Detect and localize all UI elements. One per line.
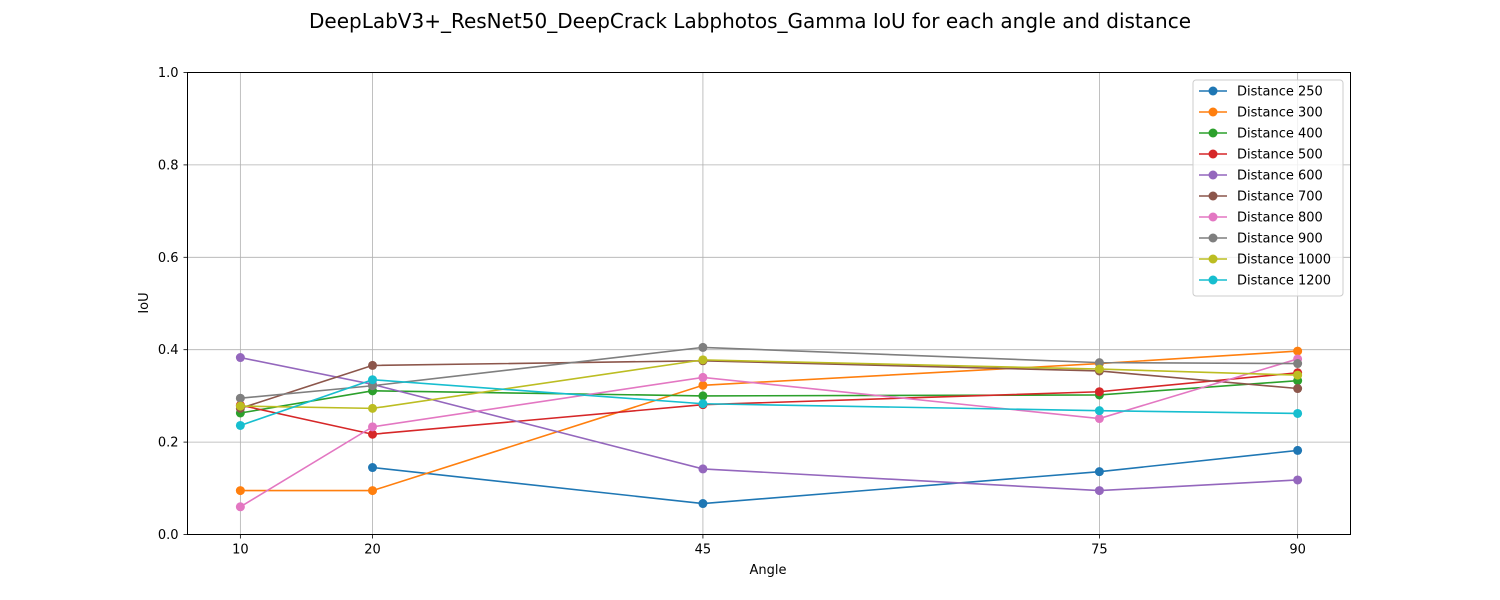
data-point bbox=[1094, 486, 1104, 496]
legend-marker bbox=[1208, 170, 1218, 180]
legend-item: Distance 400 bbox=[1199, 127, 1323, 142]
data-point bbox=[1094, 387, 1104, 397]
data-point bbox=[1094, 364, 1104, 374]
data-point bbox=[698, 391, 708, 401]
data-point bbox=[235, 502, 245, 512]
y-tick-label: 0.8 bbox=[158, 158, 179, 173]
data-point bbox=[235, 486, 245, 496]
series-distance-800 bbox=[235, 354, 1303, 512]
data-point bbox=[1094, 467, 1104, 477]
y-tick-label: 0.0 bbox=[158, 528, 179, 543]
data-point bbox=[1293, 408, 1303, 418]
data-point bbox=[698, 464, 708, 474]
legend-label: Distance 250 bbox=[1237, 85, 1323, 100]
data-point bbox=[368, 422, 378, 432]
legend-marker bbox=[1208, 128, 1218, 138]
data-point bbox=[235, 353, 245, 363]
x-tick-label: 90 bbox=[1289, 543, 1306, 558]
legend-marker bbox=[1208, 233, 1218, 243]
data-point bbox=[1293, 445, 1303, 455]
legend-item: Distance 1200 bbox=[1199, 274, 1331, 289]
legend-marker bbox=[1208, 254, 1218, 264]
data-point bbox=[1293, 359, 1303, 369]
data-point bbox=[235, 401, 245, 411]
x-tick-label: 45 bbox=[695, 543, 712, 558]
y-tick-label: 0.6 bbox=[158, 251, 179, 266]
data-point bbox=[698, 342, 708, 352]
data-point bbox=[1094, 414, 1104, 424]
legend-item: Distance 900 bbox=[1199, 232, 1323, 247]
grid bbox=[187, 72, 1351, 535]
data-point bbox=[1293, 475, 1303, 485]
series-distance-500 bbox=[235, 368, 1303, 439]
data-point bbox=[368, 360, 378, 370]
legend-item: Distance 700 bbox=[1199, 190, 1323, 205]
legend-label: Distance 700 bbox=[1237, 190, 1323, 205]
data-point bbox=[1094, 406, 1104, 416]
data-point bbox=[698, 499, 708, 509]
data-point bbox=[368, 403, 378, 413]
legend: Distance 250 Distance 300 Distance 400 Dist… bbox=[1192, 79, 1344, 297]
legend-label: Distance 900 bbox=[1237, 232, 1323, 247]
y-tick-label: 0.4 bbox=[158, 343, 179, 358]
data-point bbox=[368, 429, 378, 439]
y-tick-label: 0.2 bbox=[158, 436, 179, 451]
y-tick-label: 1.0 bbox=[158, 66, 179, 81]
x-tick-label: 20 bbox=[364, 543, 381, 558]
legend-marker bbox=[1208, 191, 1218, 201]
x-axis-label: Angle bbox=[750, 563, 787, 578]
series-distance-1000 bbox=[235, 355, 1303, 413]
x-tick-label: 10 bbox=[232, 543, 249, 558]
data-point bbox=[698, 380, 708, 390]
data-point bbox=[368, 375, 378, 385]
series-lines bbox=[235, 342, 1303, 512]
legend-label: Distance 600 bbox=[1237, 169, 1323, 184]
legend-item: Distance 300 bbox=[1199, 106, 1323, 121]
legend-marker bbox=[1208, 107, 1218, 117]
series-line bbox=[372, 449, 1298, 505]
x-tick-label: 75 bbox=[1091, 543, 1108, 558]
data-point bbox=[698, 399, 708, 409]
legend-label: Distance 800 bbox=[1237, 211, 1323, 226]
legend-marker bbox=[1208, 149, 1218, 159]
legend-item: Distance 1000 bbox=[1199, 253, 1331, 268]
series-distance-250 bbox=[368, 445, 1303, 509]
data-point bbox=[1293, 370, 1303, 380]
data-point bbox=[368, 486, 378, 496]
legend-item: Distance 250 bbox=[1199, 85, 1323, 100]
legend-item: Distance 600 bbox=[1199, 169, 1323, 184]
data-point bbox=[368, 463, 378, 473]
legend-label: Distance 1000 bbox=[1237, 253, 1331, 268]
data-point bbox=[698, 355, 708, 365]
chart-title: DeepLabV3+_ResNet50_DeepCrack Labphotos_… bbox=[309, 9, 1191, 33]
legend-item: Distance 500 bbox=[1199, 148, 1323, 163]
legend-label: Distance 500 bbox=[1237, 148, 1323, 163]
data-point bbox=[235, 393, 245, 403]
series-line bbox=[240, 379, 1298, 414]
series-distance-1200 bbox=[235, 375, 1303, 430]
legend-item: Distance 800 bbox=[1199, 211, 1323, 226]
data-point bbox=[1094, 358, 1104, 368]
y-axis-label: IoU bbox=[137, 292, 152, 313]
legend-marker bbox=[1208, 86, 1218, 96]
data-point bbox=[1293, 384, 1303, 394]
data-point bbox=[1293, 346, 1303, 356]
legend-label: Distance 1200 bbox=[1237, 274, 1331, 289]
data-point bbox=[698, 372, 708, 382]
legend-label: Distance 400 bbox=[1237, 127, 1323, 142]
axis-ticks: 10 20 45 75 90 0.0 0.2 0.4 0.6 0.8 1.0 bbox=[158, 66, 1306, 558]
legend-marker bbox=[1208, 275, 1218, 285]
series-distance-900 bbox=[235, 342, 1303, 403]
data-point bbox=[235, 420, 245, 430]
plot-area-frame bbox=[187, 72, 1351, 535]
legend-box bbox=[1192, 79, 1344, 297]
legend-label: Distance 300 bbox=[1237, 106, 1323, 121]
legend-marker bbox=[1208, 212, 1218, 222]
